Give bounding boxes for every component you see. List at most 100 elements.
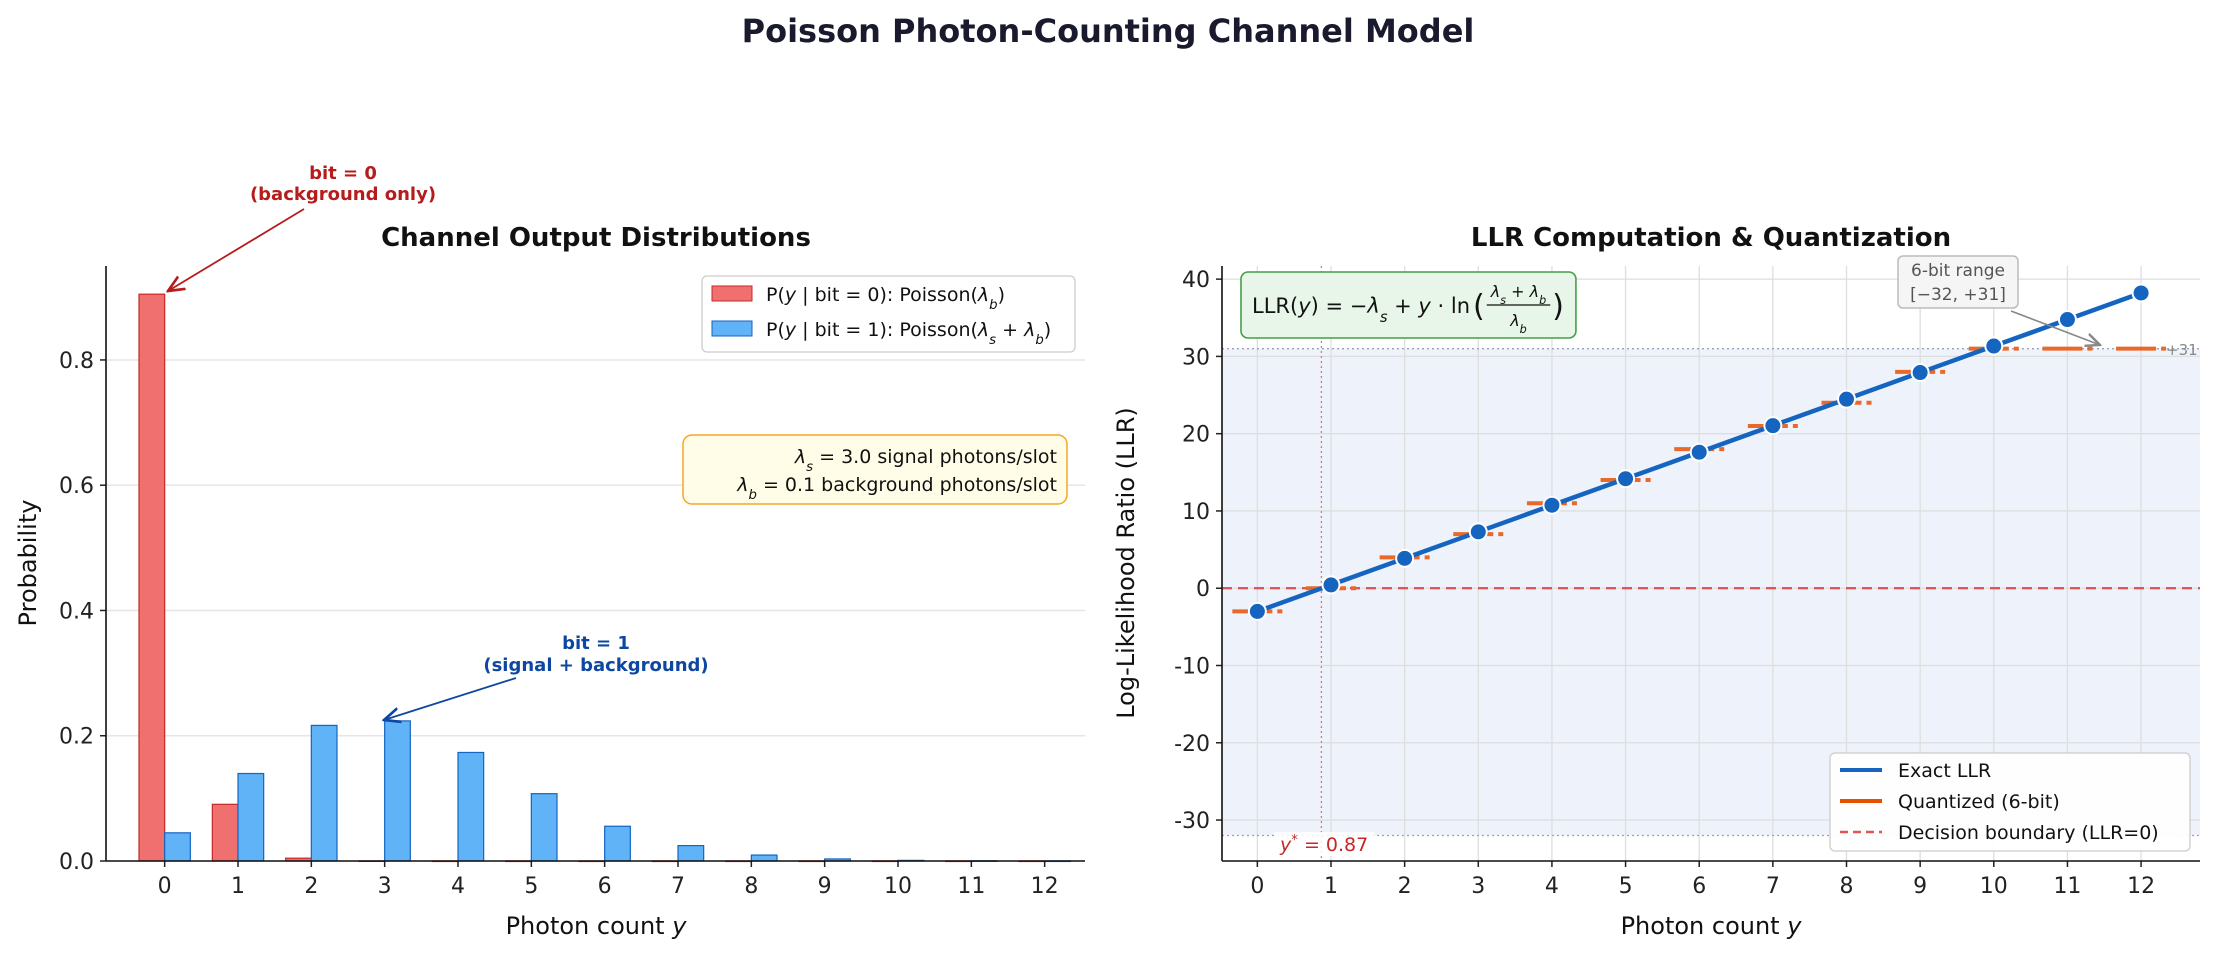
bar-bit1 [750, 854, 778, 862]
llr-point [2057, 310, 2077, 330]
llr-point [1468, 522, 1488, 542]
y-tick-label: 0.0 [59, 850, 94, 875]
x-tick-label: 9 [1913, 874, 1927, 899]
llr-point [1395, 548, 1415, 568]
llr-point [1984, 336, 2004, 356]
formula-lhs: LLR(y) = −λs + y · ln [1252, 294, 1470, 326]
y-tick-label: 0.6 [59, 474, 94, 499]
bar-bit1 [530, 793, 558, 862]
y-tick-label: 40 [1182, 268, 1210, 293]
x-tick-label: 1 [231, 874, 245, 899]
x-axis-label: Photon count y [506, 912, 688, 940]
bar-bit1 [310, 724, 338, 862]
param-background: λb = 0.1 background photons/slot [736, 474, 1057, 503]
formula-box [1240, 271, 1577, 339]
y-tick-label: -30 [1174, 809, 1210, 834]
y-tick-label: 0.8 [59, 349, 94, 374]
formula-numerator: λs + λb [1490, 282, 1546, 307]
legend [1829, 752, 2191, 852]
range-arrow [2010, 310, 2100, 345]
llr-point [1247, 601, 1267, 621]
y-tick-label: 0.2 [59, 725, 94, 750]
legend-label: Quantized (6-bit) [1898, 791, 2060, 813]
x-tick-label: 4 [451, 874, 465, 899]
range-box-value: [−32, +31] [1910, 285, 2006, 305]
bar-bit0 [138, 293, 166, 862]
x-tick-label: 3 [378, 874, 392, 899]
llr-point [1542, 495, 1562, 515]
bar-bit1 [164, 832, 191, 862]
bit1-arrow [384, 677, 517, 720]
x-tick-label: 11 [2053, 874, 2081, 899]
x-tick-label: 10 [884, 874, 912, 899]
x-tick-label: 2 [304, 874, 318, 899]
range-box-title: 6-bit range [1911, 261, 2005, 281]
x-tick-label: 5 [1619, 874, 1633, 899]
y-tick-label: 10 [1182, 500, 1210, 525]
bit1-sublabel: (signal + background) [483, 655, 708, 676]
threshold-label: y* = 0.87 [1279, 833, 1368, 857]
legend-label: P(y | bit = 1): Poisson(λs + λb) [766, 319, 1051, 348]
paren-close: ) [1552, 289, 1564, 324]
y-tick-label: -10 [1174, 655, 1210, 680]
x-tick-label: 10 [1980, 874, 2008, 899]
bar-bit1 [677, 844, 705, 862]
y-tick-label: 0.4 [59, 599, 94, 624]
y-tick-label: -20 [1174, 732, 1210, 757]
bar-bit1 [604, 825, 631, 862]
legend-label: P(y | bit = 0): Poisson(λb) [766, 284, 1005, 313]
y-tick-label: 0 [1196, 577, 1210, 602]
y-tick-label: 20 [1182, 423, 1210, 448]
x-tick-label: 1 [1324, 874, 1338, 899]
llr-point [2131, 283, 2151, 303]
legend-swatch [711, 285, 753, 302]
x-tick-label: 11 [957, 874, 985, 899]
x-tick-label: 8 [1840, 874, 1854, 899]
x-tick-label: 3 [1471, 874, 1485, 899]
x-tick-label: 0 [158, 874, 172, 899]
legend-swatch [711, 320, 753, 337]
llr-point [1763, 416, 1783, 436]
llr-point [1837, 389, 1857, 409]
y-axis-label: Log-Likelihood Ratio (LLR) [1112, 407, 1140, 719]
y-axis-label: Probability [14, 500, 42, 627]
bit0-sublabel: (background only) [250, 184, 436, 205]
figure-title: Poisson Photon-Counting Channel Model [742, 12, 1475, 50]
x-axis-label: Photon count y [1621, 912, 1803, 940]
param-signal: λs = 3.0 signal photons/slot [794, 446, 1057, 475]
bar-bit1 [384, 720, 411, 862]
x-tick-label: 9 [818, 874, 832, 899]
x-tick-label: 4 [1545, 874, 1559, 899]
params-box [682, 434, 1068, 505]
bit1-label: bit = 1 [562, 633, 630, 654]
legend-label: Exact LLR [1898, 760, 1991, 782]
formula-denominator: λb [1509, 311, 1527, 336]
llr-point [1689, 442, 1709, 462]
paren-open: ( [1473, 289, 1485, 324]
legend-label: Decision boundary (LLR=0) [1898, 822, 2159, 844]
llr-point [1321, 575, 1341, 595]
llr-point [1910, 363, 1930, 383]
range-box [1897, 255, 2019, 309]
legend [701, 275, 1076, 353]
bit0-arrow [168, 208, 305, 291]
clip-label: +31 [2166, 341, 2198, 359]
y-tick-label: 30 [1182, 345, 1210, 370]
x-tick-label: 7 [671, 874, 685, 899]
chart-title: LLR Computation & Quantization [1471, 223, 1951, 253]
x-tick-label: 5 [524, 874, 538, 899]
bar-bit0 [211, 803, 239, 862]
x-tick-label: 12 [2127, 874, 2155, 899]
x-tick-label: 6 [1692, 874, 1706, 899]
x-tick-label: 6 [598, 874, 612, 899]
x-tick-label: 2 [1398, 874, 1412, 899]
chart-title: Channel Output Distributions [381, 223, 811, 253]
x-tick-label: 0 [1250, 874, 1264, 899]
x-tick-label: 7 [1766, 874, 1780, 899]
bar-bit1 [457, 751, 485, 862]
llr-point [1616, 469, 1636, 489]
x-tick-label: 12 [1031, 874, 1059, 899]
